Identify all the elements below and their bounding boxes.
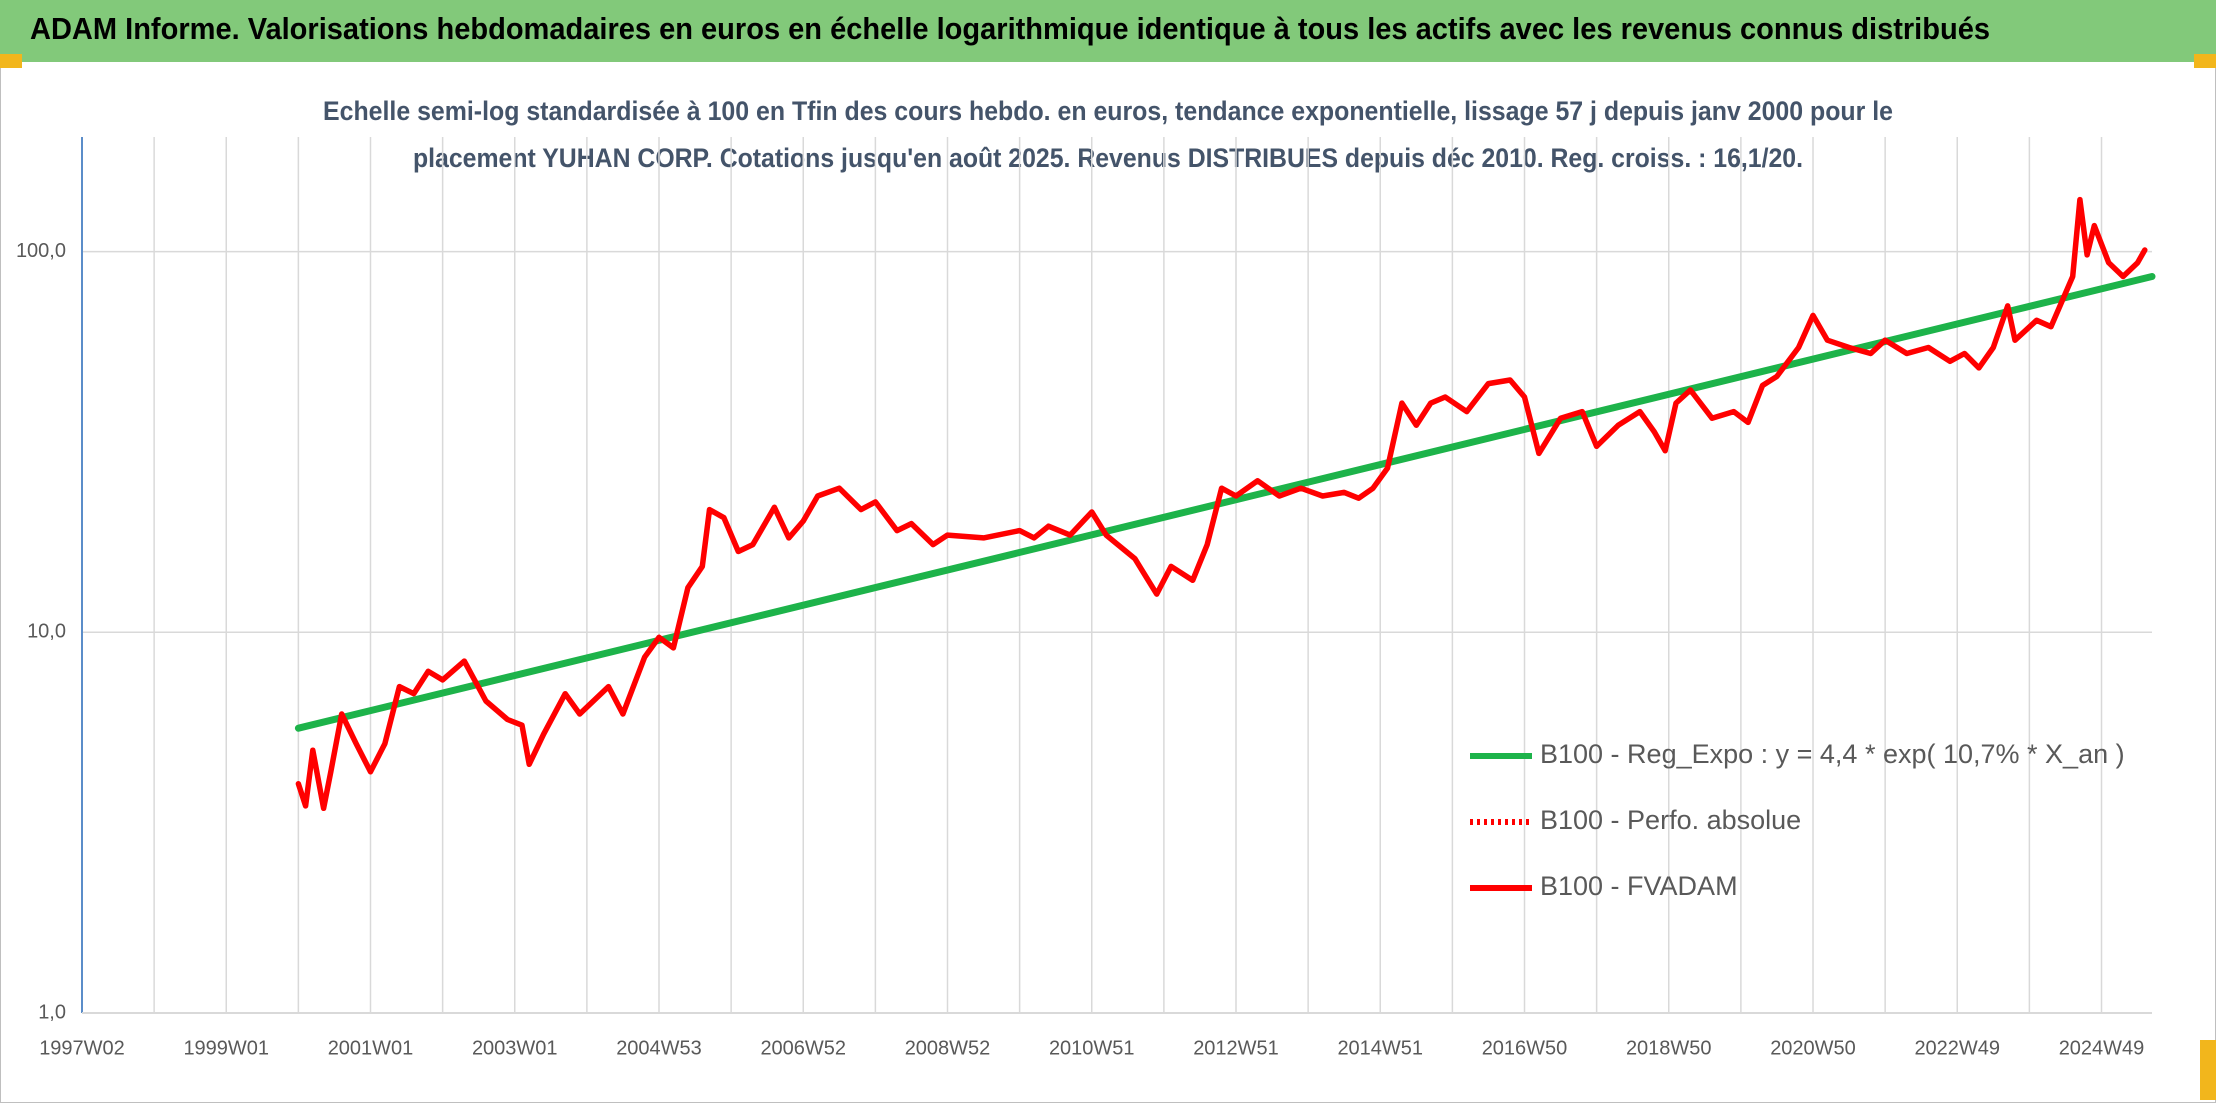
series-line: [294, 273, 2156, 732]
x-tick-label: 2024W49: [2059, 1037, 2145, 1059]
x-tick-label: 2014W51: [1337, 1037, 1423, 1059]
x-tick-label: 2006W52: [760, 1037, 846, 1059]
x-tick-label: 2008W52: [905, 1037, 991, 1059]
x-tick-label: 2001W01: [328, 1037, 414, 1059]
corner-mark: [0, 54, 22, 68]
y-tick-label: 10,0: [27, 621, 66, 643]
grid: [81, 137, 2152, 1014]
y-tick-label: 100,0: [16, 240, 66, 262]
x-tick-label: 2010W51: [1049, 1037, 1135, 1059]
x-tick-label: 2020W50: [1770, 1037, 1856, 1059]
x-tick-label: 2018W50: [1626, 1037, 1712, 1059]
x-tick-label: 2003W01: [472, 1037, 558, 1059]
legend-label: B100 - Perfo. absolue: [1540, 805, 1801, 835]
chart-title: ADAM Informe. Valorisations hebdomadaire…: [30, 11, 1990, 46]
y-tick-label: 1,0: [38, 1001, 66, 1023]
corner-mark: [2200, 1040, 2216, 1100]
header-bar: [0, 0, 2216, 62]
legend-label: B100 - FVADAM: [1540, 871, 1738, 901]
series-line: [295, 196, 2148, 812]
x-tick-label: 1999W01: [183, 1037, 269, 1059]
x-tick-label: 1997W02: [39, 1037, 125, 1059]
subtitle: placement YUHAN CORP. Cotations jusqu'en…: [413, 143, 1803, 173]
subtitle: Echelle semi-log standardisée à 100 en T…: [323, 96, 1893, 126]
x-tick-label: 2016W50: [1482, 1037, 1568, 1059]
x-tick-label: 2012W51: [1193, 1037, 1279, 1059]
x-tick-label: 2022W49: [1914, 1037, 2000, 1059]
plot: [294, 196, 2156, 812]
corner-mark: [2194, 54, 2216, 68]
x-tick-label: 2004W53: [616, 1037, 702, 1059]
legend-label: B100 - Reg_Expo : y = 4,4 * exp( 10,7% *…: [1540, 739, 2125, 769]
